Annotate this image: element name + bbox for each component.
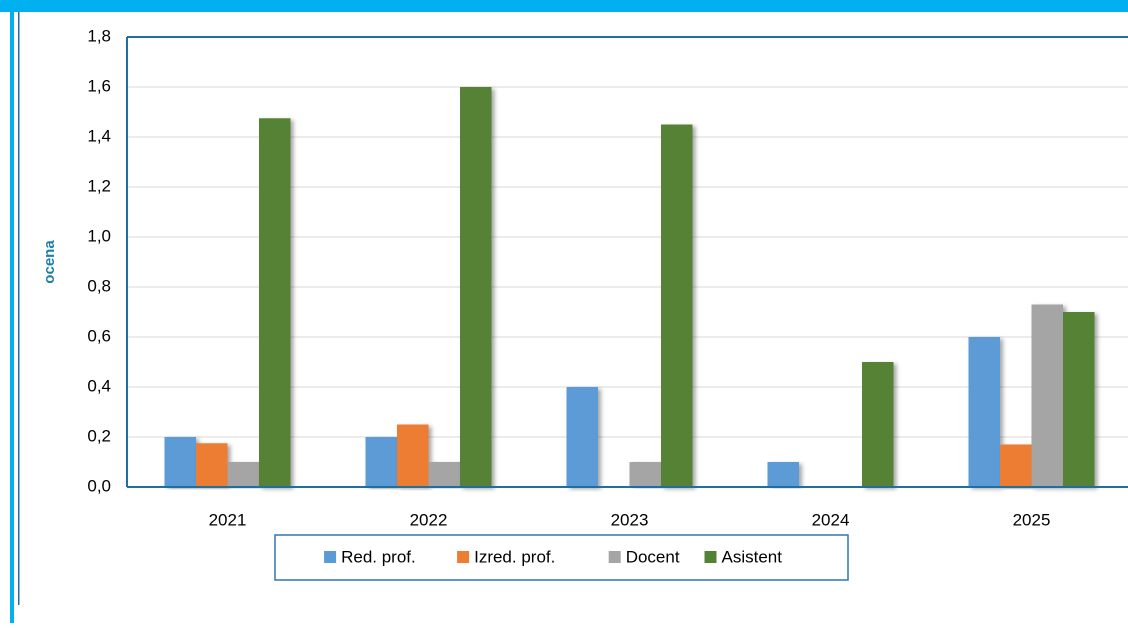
top-bar <box>0 0 1128 12</box>
bar <box>767 462 799 487</box>
bar <box>629 462 661 487</box>
bar <box>397 424 429 487</box>
legend-swatch <box>457 551 470 563</box>
bar <box>259 118 291 487</box>
y-tick-label: 0,6 <box>87 326 111 345</box>
legend-label: Asistent <box>722 547 783 566</box>
bar <box>428 462 460 487</box>
y-tick-label: 1,8 <box>87 26 111 45</box>
y-tick-label: 1,2 <box>87 176 111 195</box>
y-tick-label: 1,0 <box>87 226 111 245</box>
x-tick-label: 2025 <box>1013 510 1051 529</box>
y-tick-label: 1,6 <box>87 76 111 95</box>
x-tick-label: 2021 <box>209 510 247 529</box>
bars <box>164 87 1095 487</box>
bar <box>862 362 894 487</box>
legend-label: Docent <box>626 547 680 566</box>
bar <box>1063 312 1095 487</box>
legend-swatch <box>324 551 337 563</box>
y-tick-label: 0,8 <box>87 276 111 295</box>
axes: 0,0 0,2 0,4 0,6 0,8 1,0 1,2 1,4 1,6 1,8 2021 2022 20… <box>87 26 1128 529</box>
bar <box>1000 444 1032 487</box>
bar <box>460 87 492 487</box>
legend-box <box>274 534 849 581</box>
bar <box>1031 304 1063 487</box>
bar <box>196 443 228 487</box>
bar <box>227 462 259 487</box>
bar <box>968 337 1000 487</box>
bar <box>365 437 397 487</box>
legend: Red. prof. Izred. prof. Docent Asistent <box>324 547 782 566</box>
bar <box>566 387 598 487</box>
y-axis-label: ocena <box>41 240 58 284</box>
bar <box>661 124 693 487</box>
legend-swatch <box>704 551 717 563</box>
legend-swatch <box>608 551 621 563</box>
bar <box>164 437 196 487</box>
x-tick-label: 2024 <box>812 510 850 529</box>
left-line <box>18 12 20 605</box>
y-tick-label: 1,4 <box>87 126 111 145</box>
legend-label: Red. prof. <box>341 547 416 566</box>
x-tick-label: 2023 <box>611 510 649 529</box>
y-tick-label: 0,2 <box>87 426 111 445</box>
left-bar <box>10 0 14 623</box>
y-tick-label: 0,0 <box>87 476 111 495</box>
legend-label: Izred. prof. <box>474 547 555 566</box>
y-tick-label: 0,4 <box>87 376 111 395</box>
x-tick-label: 2022 <box>410 510 448 529</box>
